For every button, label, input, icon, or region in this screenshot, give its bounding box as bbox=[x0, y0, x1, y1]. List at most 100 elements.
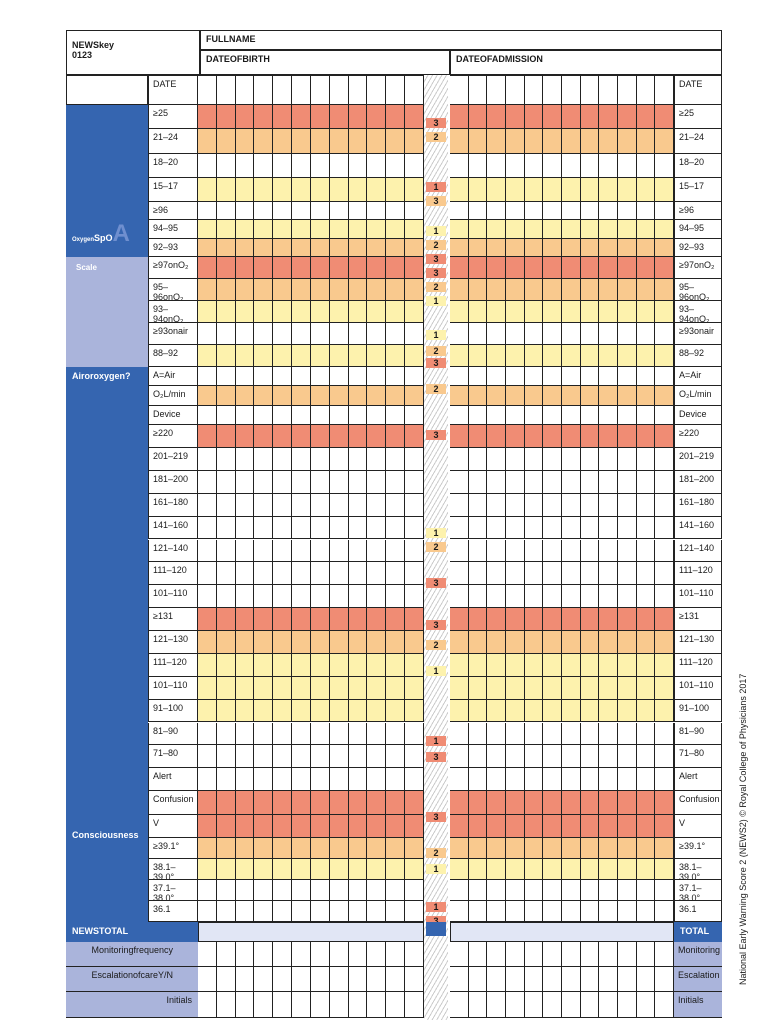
grid-cell[interactable] bbox=[236, 699, 255, 722]
grid-cell[interactable] bbox=[405, 699, 424, 722]
grid-cell[interactable] bbox=[487, 105, 507, 129]
grid-cell[interactable] bbox=[217, 745, 236, 768]
grid-cell[interactable] bbox=[487, 814, 507, 837]
grid-cell[interactable] bbox=[525, 323, 544, 344]
grid-cell[interactable] bbox=[525, 279, 544, 300]
footer-row[interactable] bbox=[198, 942, 424, 967]
footer-cell[interactable] bbox=[543, 967, 563, 991]
grid-cell[interactable] bbox=[236, 768, 255, 791]
grid-cell[interactable] bbox=[405, 153, 424, 177]
grid-cell[interactable] bbox=[618, 608, 637, 630]
footer-cell[interactable] bbox=[469, 992, 488, 1017]
grid-cell[interactable] bbox=[292, 129, 311, 153]
grid-cell[interactable] bbox=[254, 539, 274, 562]
grid-cell[interactable] bbox=[469, 323, 488, 344]
grid-cell[interactable] bbox=[655, 257, 675, 278]
grid-cell[interactable] bbox=[273, 516, 293, 539]
grid-cell[interactable] bbox=[618, 768, 637, 791]
footer-cell[interactable] bbox=[292, 942, 311, 966]
grid-cell[interactable] bbox=[367, 177, 387, 201]
grid-cell[interactable] bbox=[198, 129, 217, 153]
footer-cell[interactable] bbox=[367, 942, 387, 966]
grid-cell[interactable] bbox=[506, 129, 525, 153]
grid-cell[interactable] bbox=[311, 220, 330, 238]
grid-cell[interactable] bbox=[198, 539, 217, 562]
grid-cell[interactable] bbox=[292, 630, 311, 653]
grid-row[interactable] bbox=[450, 323, 675, 345]
grid-cell[interactable] bbox=[292, 676, 311, 699]
grid-cell[interactable] bbox=[330, 838, 349, 858]
grid-row[interactable] bbox=[198, 630, 424, 654]
grid-cell[interactable] bbox=[469, 493, 488, 516]
grid-cell[interactable] bbox=[562, 880, 581, 900]
grid-cell[interactable] bbox=[543, 405, 563, 424]
grid-cell[interactable] bbox=[236, 859, 255, 879]
grid-cell[interactable] bbox=[273, 880, 293, 900]
grid-row[interactable] bbox=[198, 345, 424, 367]
grid-cell[interactable] bbox=[637, 153, 656, 177]
grid-cell[interactable] bbox=[543, 493, 563, 516]
grid-cell[interactable] bbox=[581, 859, 600, 879]
grid-cell[interactable] bbox=[217, 367, 236, 386]
grid-row[interactable] bbox=[450, 279, 675, 301]
grid-cell[interactable] bbox=[637, 585, 656, 608]
grid-cell[interactable] bbox=[254, 105, 274, 129]
grid-cell[interactable] bbox=[599, 653, 619, 676]
grid-cell[interactable] bbox=[330, 516, 349, 539]
grid-cell[interactable] bbox=[618, 345, 637, 366]
grid-cell[interactable] bbox=[386, 153, 406, 177]
grid-cell[interactable] bbox=[618, 470, 637, 493]
grid-row[interactable] bbox=[450, 814, 675, 838]
grid-cell[interactable] bbox=[450, 323, 469, 344]
grid-cell[interactable] bbox=[330, 425, 349, 447]
grid-row[interactable] bbox=[450, 470, 675, 494]
grid-cell[interactable] bbox=[581, 699, 600, 722]
grid-row[interactable] bbox=[198, 722, 424, 746]
grid-cell[interactable] bbox=[386, 630, 406, 653]
date-cell[interactable] bbox=[637, 76, 656, 104]
grid-cell[interactable] bbox=[217, 516, 236, 539]
grid-cell[interactable] bbox=[292, 153, 311, 177]
grid-cell[interactable] bbox=[386, 722, 406, 745]
grid-cell[interactable] bbox=[599, 859, 619, 879]
grid-cell[interactable] bbox=[198, 653, 217, 676]
grid-cell[interactable] bbox=[386, 768, 406, 791]
grid-cell[interactable] bbox=[562, 238, 581, 256]
grid-cell[interactable] bbox=[217, 608, 236, 630]
grid-cell[interactable] bbox=[236, 653, 255, 676]
grid-cell[interactable] bbox=[198, 202, 217, 220]
grid-row[interactable] bbox=[450, 768, 675, 792]
grid-cell[interactable] bbox=[330, 345, 349, 366]
grid-cell[interactable] bbox=[450, 447, 469, 470]
grid-cell[interactable] bbox=[254, 562, 274, 585]
grid-cell[interactable] bbox=[254, 859, 274, 879]
grid-cell[interactable] bbox=[198, 323, 217, 344]
grid-row[interactable] bbox=[450, 257, 675, 279]
grid-cell[interactable] bbox=[405, 447, 424, 470]
grid-cell[interactable] bbox=[405, 791, 424, 814]
grid-cell[interactable] bbox=[469, 425, 488, 447]
grid-cell[interactable] bbox=[562, 177, 581, 201]
grid-row[interactable] bbox=[198, 901, 424, 922]
grid-cell[interactable] bbox=[525, 405, 544, 424]
grid-cell[interactable] bbox=[655, 814, 675, 837]
grid-cell[interactable] bbox=[637, 386, 656, 405]
grid-cell[interactable] bbox=[273, 699, 293, 722]
footer-cell[interactable] bbox=[198, 942, 217, 966]
grid-cell[interactable] bbox=[386, 405, 406, 424]
grid-cell[interactable] bbox=[543, 859, 563, 879]
grid-cell[interactable] bbox=[562, 630, 581, 653]
grid-cell[interactable] bbox=[450, 699, 469, 722]
grid-cell[interactable] bbox=[405, 129, 424, 153]
grid-cell[interactable] bbox=[273, 323, 293, 344]
grid-cell[interactable] bbox=[469, 345, 488, 366]
grid-cell[interactable] bbox=[367, 220, 387, 238]
grid-cell[interactable] bbox=[367, 630, 387, 653]
grid-cell[interactable] bbox=[386, 447, 406, 470]
grid-cell[interactable] bbox=[292, 257, 311, 278]
footer-cell[interactable] bbox=[330, 992, 349, 1017]
grid-cell[interactable] bbox=[599, 470, 619, 493]
grid-cell[interactable] bbox=[367, 279, 387, 300]
grid-cell[interactable] bbox=[599, 585, 619, 608]
grid-cell[interactable] bbox=[349, 516, 368, 539]
